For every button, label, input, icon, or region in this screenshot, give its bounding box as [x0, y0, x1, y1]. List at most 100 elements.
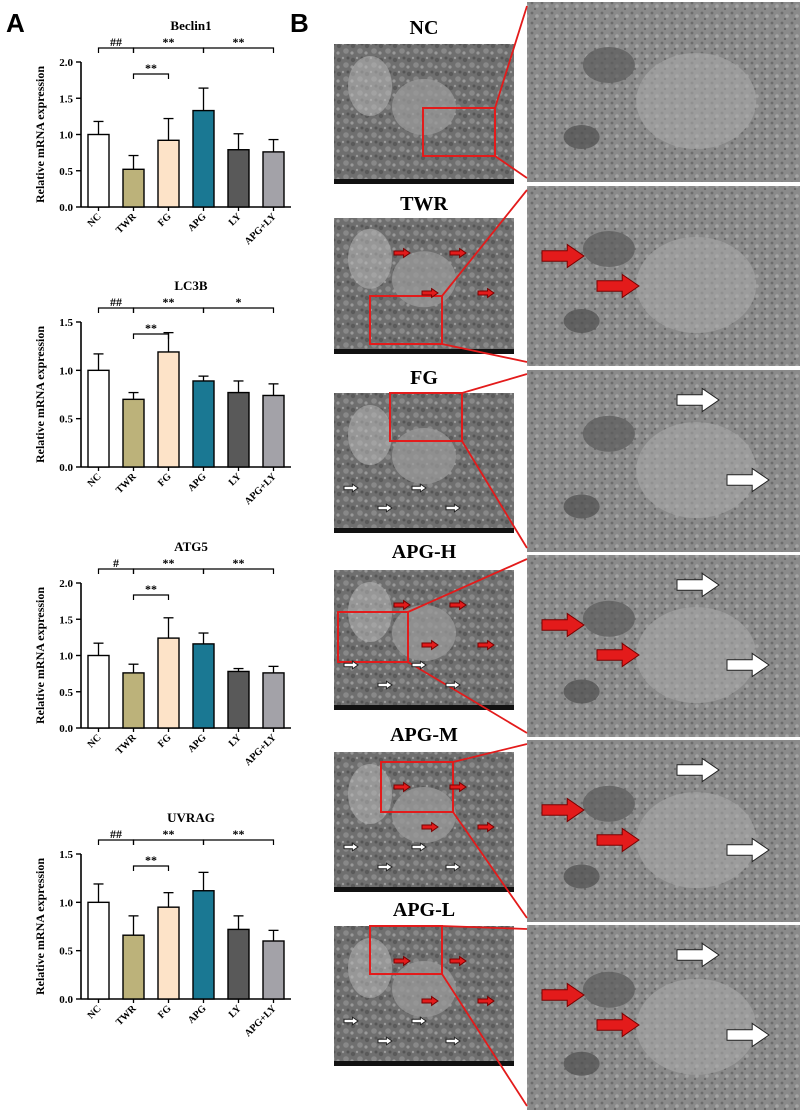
red-arrow-icon: [596, 273, 640, 299]
bar-ly: [227, 391, 250, 468]
scale-bar-strip: [334, 349, 514, 354]
x-tick-label: LY: [227, 732, 245, 750]
white-arrow-icon: [726, 652, 770, 678]
micrograph-label: NC: [410, 17, 439, 39]
x-tick-label: LY: [227, 211, 245, 229]
bar-fg: [157, 351, 180, 468]
white-arrow-icon: [676, 387, 720, 413]
x-tick-label: NC: [86, 471, 104, 489]
white-arrow-icon: [445, 862, 461, 872]
x-tick-label: FG: [156, 1003, 174, 1021]
y-tick-label: 0.0: [59, 994, 73, 1006]
y-tick-label: 0.5: [59, 166, 73, 178]
zoom-connector: [407, 661, 528, 734]
nucleus-zoom: [636, 237, 757, 333]
zoom-connector: [407, 558, 528, 613]
bar-apg: [192, 890, 215, 1000]
bar-nc: [87, 369, 110, 468]
zoom-connector: [452, 743, 528, 763]
significance-label: **: [233, 35, 245, 49]
white-arrow-icon: [445, 503, 461, 513]
x-tick-label: TWR: [114, 211, 139, 236]
nucleus: [392, 428, 456, 484]
panel-a-label: A: [6, 8, 25, 38]
significance-label: ##: [110, 295, 122, 309]
y-tick-label: 2.0: [59, 57, 73, 69]
x-tick-label: APG+LY: [243, 211, 279, 247]
mitochondrion: [582, 415, 635, 452]
significance-label: **: [163, 295, 175, 309]
x-tick-label: APG: [186, 732, 209, 755]
y-axis-label: Relative mRNA expression: [33, 587, 47, 724]
micrographs-panel-b: NC TWR FG APG-H APG-M APG-L: [334, 2, 800, 1110]
bar-apg: [192, 643, 215, 729]
white-arrow-icon: [726, 1022, 770, 1048]
bar-nc: [87, 133, 110, 208]
y-tick-label: 1.0: [59, 130, 73, 142]
significance-label: **: [145, 321, 157, 335]
white-arrow-icon: [411, 1016, 427, 1026]
x-tick-label: NC: [86, 1003, 104, 1021]
red-arrow-icon: [541, 982, 585, 1008]
significance-label: **: [145, 853, 157, 867]
white-arrow-icon: [676, 572, 720, 598]
x-tick-label: APG+LY: [243, 471, 279, 507]
bar-apg+ly: [262, 672, 285, 729]
cytoplasm-region: [348, 764, 392, 824]
red-arrow-icon: [421, 821, 439, 833]
mitochondrion: [582, 785, 635, 822]
red-arrow-icon: [421, 287, 439, 299]
significance-label: **: [145, 61, 157, 75]
y-tick-label: 0.5: [59, 687, 73, 699]
bar-ly: [227, 670, 250, 729]
x-tick-label: TWR: [114, 732, 139, 757]
x-tick-label: APG+LY: [243, 1003, 279, 1039]
red-arrow-icon: [449, 781, 467, 793]
chart-title: Beclin1: [170, 18, 211, 33]
white-arrow-icon: [411, 842, 427, 852]
bar-twr: [122, 168, 145, 208]
bar-fg: [157, 637, 180, 729]
significance-label: **: [163, 556, 175, 570]
micrograph-row-twr: TWR: [334, 186, 800, 366]
red-arrow-icon: [393, 955, 411, 967]
white-arrow-icon: [343, 660, 359, 670]
white-arrow-icon: [676, 942, 720, 968]
scale-bar-strip: [334, 705, 514, 710]
micrograph-row-apg-h: APG-H: [334, 541, 800, 737]
chart-title: UVRAG: [167, 810, 215, 825]
chart-beclin1: Beclin1 Relative mRNA expression 0.0 0.5 1.0…: [33, 18, 291, 247]
white-arrow-icon: [411, 660, 427, 670]
nucleus-zoom: [636, 422, 757, 519]
x-tick-label: FG: [156, 211, 174, 229]
white-arrow-icon: [676, 757, 720, 783]
significance-bracket: [202, 568, 275, 574]
nucleus: [392, 787, 456, 843]
white-arrow-icon: [377, 503, 393, 513]
red-arrow-icon: [477, 821, 495, 833]
significance-label: ##: [110, 827, 122, 841]
significance-label: **: [145, 582, 157, 596]
micrograph-label: TWR: [400, 193, 448, 215]
y-axis-label: Relative mRNA expression: [33, 858, 47, 995]
significance-label: #: [113, 556, 119, 570]
bar-apg: [192, 109, 215, 208]
white-arrow-icon: [726, 467, 770, 493]
zoom-region-box: [369, 295, 443, 345]
y-tick-label: 1.5: [59, 614, 73, 626]
panel-b-label: B: [290, 8, 309, 38]
x-tick-label: APG+LY: [243, 732, 279, 768]
red-arrow-icon: [596, 642, 640, 668]
red-arrow-icon: [541, 797, 585, 823]
mitochondrion: [582, 47, 635, 83]
mitochondrion: [563, 125, 600, 149]
scale-bar-strip: [334, 528, 514, 533]
x-tick-label: NC: [86, 732, 104, 750]
x-tick-label: LY: [227, 471, 245, 489]
zoom-region-box: [337, 611, 409, 663]
zoom-region-box: [389, 392, 463, 442]
y-tick-label: 1.5: [59, 317, 73, 329]
mitochondrion: [582, 971, 635, 1008]
micrograph-row-apg-m: APG-M: [334, 724, 800, 922]
cytoplasm-region: [348, 405, 392, 465]
